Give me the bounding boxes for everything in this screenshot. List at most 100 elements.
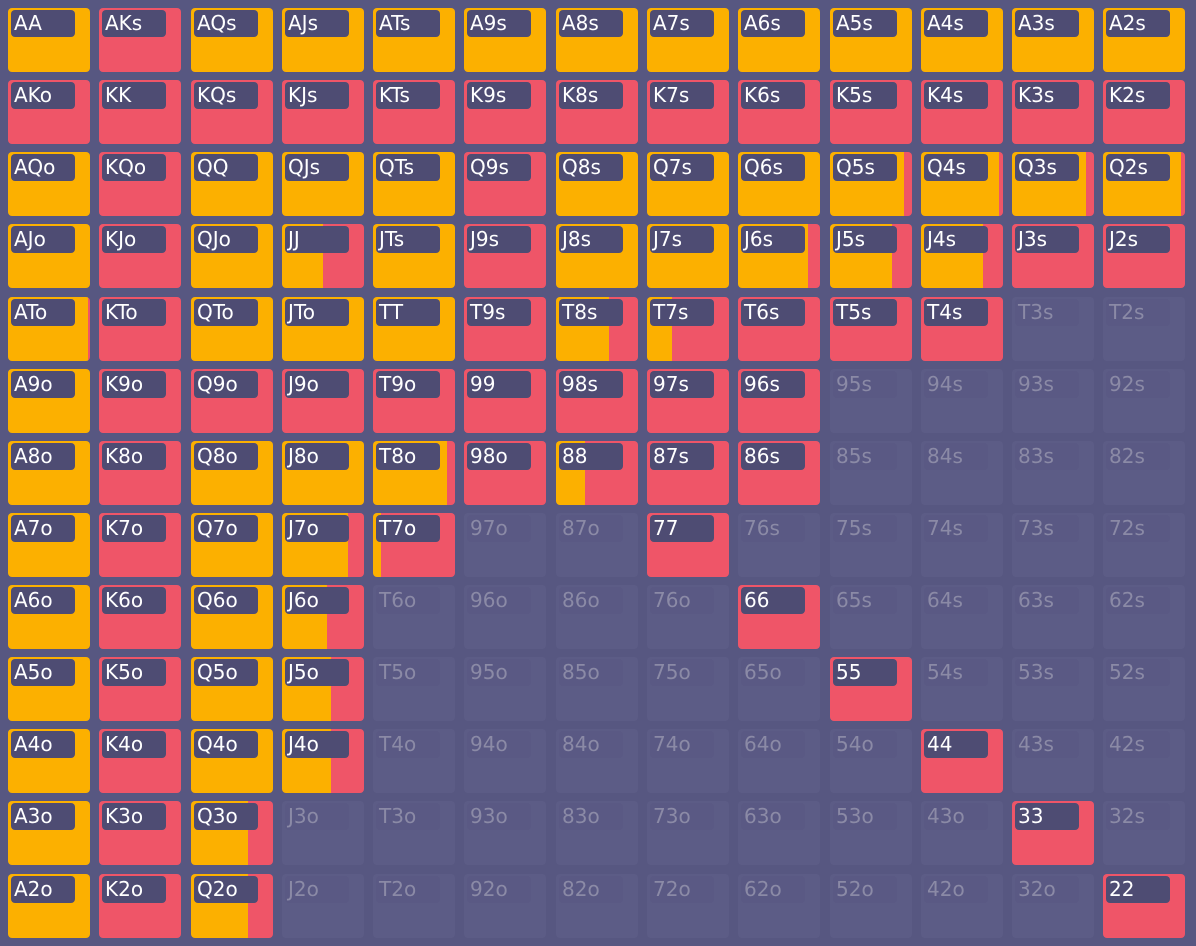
hand-cell-52o[interactable]: 52o — [830, 874, 912, 938]
hand-cell-K7o[interactable]: K7o — [99, 513, 181, 577]
hand-cell-J3o[interactable]: J3o — [282, 801, 364, 865]
hand-cell-J8s[interactable]: J8s — [556, 224, 638, 288]
hand-cell-86o[interactable]: 86o — [556, 585, 638, 649]
hand-cell-64s[interactable]: 64s — [921, 585, 1003, 649]
hand-cell-Q3o[interactable]: Q3o — [191, 801, 273, 865]
hand-cell-75s[interactable]: 75s — [830, 513, 912, 577]
hand-cell-42s[interactable]: 42s — [1103, 729, 1185, 793]
hand-cell-A6o[interactable]: A6o — [8, 585, 90, 649]
hand-cell-T5o[interactable]: T5o — [373, 657, 455, 721]
hand-cell-J7o[interactable]: J7o — [282, 513, 364, 577]
hand-cell-84o[interactable]: 84o — [556, 729, 638, 793]
hand-cell-J7s[interactable]: J7s — [647, 224, 729, 288]
hand-cell-74s[interactable]: 74s — [921, 513, 1003, 577]
hand-cell-QTs[interactable]: QTs — [373, 152, 455, 216]
hand-cell-94o[interactable]: 94o — [464, 729, 546, 793]
hand-cell-Q8o[interactable]: Q8o — [191, 441, 273, 505]
hand-cell-53s[interactable]: 53s — [1012, 657, 1094, 721]
hand-cell-AA[interactable]: AA — [8, 8, 90, 72]
hand-cell-J5o[interactable]: J5o — [282, 657, 364, 721]
hand-cell-J3s[interactable]: J3s — [1012, 224, 1094, 288]
hand-cell-72o[interactable]: 72o — [647, 874, 729, 938]
hand-cell-T4o[interactable]: T4o — [373, 729, 455, 793]
hand-cell-Q7s[interactable]: Q7s — [647, 152, 729, 216]
hand-cell-Q9s[interactable]: Q9s — [464, 152, 546, 216]
hand-cell-J2s[interactable]: J2s — [1103, 224, 1185, 288]
hand-cell-ATo[interactable]: ATo — [8, 297, 90, 361]
hand-cell-T5s[interactable]: T5s — [830, 297, 912, 361]
hand-cell-K2o[interactable]: K2o — [99, 874, 181, 938]
hand-cell-43o[interactable]: 43o — [921, 801, 1003, 865]
hand-cell-T4s[interactable]: T4s — [921, 297, 1003, 361]
hand-cell-A7o[interactable]: A7o — [8, 513, 90, 577]
hand-cell-88[interactable]: 88 — [556, 441, 638, 505]
hand-cell-K5s[interactable]: K5s — [830, 80, 912, 144]
hand-cell-A8s[interactable]: A8s — [556, 8, 638, 72]
hand-cell-99[interactable]: 99 — [464, 369, 546, 433]
hand-cell-K5o[interactable]: K5o — [99, 657, 181, 721]
hand-cell-52s[interactable]: 52s — [1103, 657, 1185, 721]
hand-cell-T8o[interactable]: T8o — [373, 441, 455, 505]
hand-cell-95o[interactable]: 95o — [464, 657, 546, 721]
hand-cell-82s[interactable]: 82s — [1103, 441, 1185, 505]
hand-cell-85o[interactable]: 85o — [556, 657, 638, 721]
hand-cell-97o[interactable]: 97o — [464, 513, 546, 577]
hand-cell-J5s[interactable]: J5s — [830, 224, 912, 288]
hand-cell-K9s[interactable]: K9s — [464, 80, 546, 144]
hand-cell-J9o[interactable]: J9o — [282, 369, 364, 433]
hand-cell-K8o[interactable]: K8o — [99, 441, 181, 505]
hand-cell-32s[interactable]: 32s — [1103, 801, 1185, 865]
hand-cell-T7o[interactable]: T7o — [373, 513, 455, 577]
hand-cell-JJ[interactable]: JJ — [282, 224, 364, 288]
hand-cell-Q6o[interactable]: Q6o — [191, 585, 273, 649]
hand-cell-Q2s[interactable]: Q2s — [1103, 152, 1185, 216]
hand-cell-T8s[interactable]: T8s — [556, 297, 638, 361]
hand-cell-62s[interactable]: 62s — [1103, 585, 1185, 649]
hand-cell-KQs[interactable]: KQs — [191, 80, 273, 144]
hand-cell-98o[interactable]: 98o — [464, 441, 546, 505]
hand-cell-66[interactable]: 66 — [738, 585, 820, 649]
hand-cell-J6o[interactable]: J6o — [282, 585, 364, 649]
hand-cell-98s[interactable]: 98s — [556, 369, 638, 433]
hand-cell-96s[interactable]: 96s — [738, 369, 820, 433]
hand-cell-97s[interactable]: 97s — [647, 369, 729, 433]
hand-cell-T6s[interactable]: T6s — [738, 297, 820, 361]
hand-cell-KJo[interactable]: KJo — [99, 224, 181, 288]
hand-cell-KQo[interactable]: KQo — [99, 152, 181, 216]
hand-cell-94s[interactable]: 94s — [921, 369, 1003, 433]
hand-cell-QJs[interactable]: QJs — [282, 152, 364, 216]
hand-cell-J4o[interactable]: J4o — [282, 729, 364, 793]
hand-cell-83s[interactable]: 83s — [1012, 441, 1094, 505]
hand-cell-Q3s[interactable]: Q3s — [1012, 152, 1094, 216]
hand-cell-K3o[interactable]: K3o — [99, 801, 181, 865]
hand-cell-72s[interactable]: 72s — [1103, 513, 1185, 577]
hand-cell-A3o[interactable]: A3o — [8, 801, 90, 865]
hand-cell-J2o[interactable]: J2o — [282, 874, 364, 938]
hand-cell-Q7o[interactable]: Q7o — [191, 513, 273, 577]
hand-cell-A6s[interactable]: A6s — [738, 8, 820, 72]
hand-cell-T7s[interactable]: T7s — [647, 297, 729, 361]
hand-cell-55[interactable]: 55 — [830, 657, 912, 721]
hand-cell-K3s[interactable]: K3s — [1012, 80, 1094, 144]
hand-cell-T9s[interactable]: T9s — [464, 297, 546, 361]
hand-cell-AKs[interactable]: AKs — [99, 8, 181, 72]
hand-cell-54s[interactable]: 54s — [921, 657, 1003, 721]
hand-cell-A5s[interactable]: A5s — [830, 8, 912, 72]
hand-cell-T2s[interactable]: T2s — [1103, 297, 1185, 361]
hand-cell-76s[interactable]: 76s — [738, 513, 820, 577]
hand-cell-A9o[interactable]: A9o — [8, 369, 90, 433]
hand-cell-QQ[interactable]: QQ — [191, 152, 273, 216]
hand-cell-QJo[interactable]: QJo — [191, 224, 273, 288]
hand-cell-87o[interactable]: 87o — [556, 513, 638, 577]
hand-cell-JTo[interactable]: JTo — [282, 297, 364, 361]
hand-cell-AKo[interactable]: AKo — [8, 80, 90, 144]
hand-cell-Q4s[interactable]: Q4s — [921, 152, 1003, 216]
hand-cell-K8s[interactable]: K8s — [556, 80, 638, 144]
hand-cell-96o[interactable]: 96o — [464, 585, 546, 649]
hand-cell-AQo[interactable]: AQo — [8, 152, 90, 216]
hand-cell-92o[interactable]: 92o — [464, 874, 546, 938]
hand-cell-83o[interactable]: 83o — [556, 801, 638, 865]
hand-cell-A7s[interactable]: A7s — [647, 8, 729, 72]
hand-cell-K4s[interactable]: K4s — [921, 80, 1003, 144]
hand-cell-86s[interactable]: 86s — [738, 441, 820, 505]
